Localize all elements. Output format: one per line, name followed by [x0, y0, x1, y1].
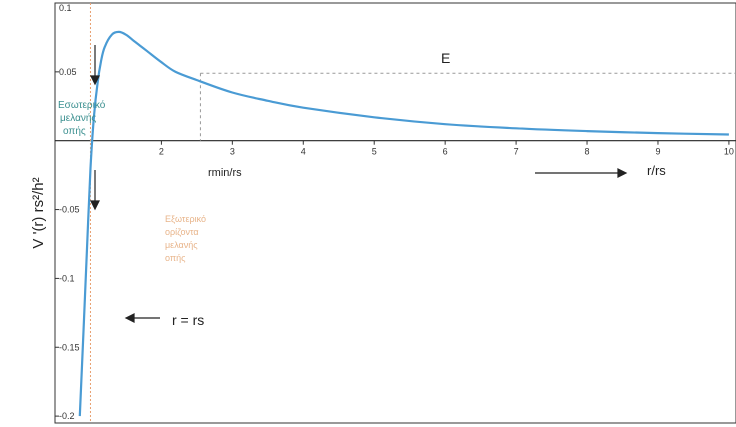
x-axis-label: r/rs — [647, 163, 666, 178]
outside-text-line: ορίζοντα — [165, 227, 199, 237]
y-tick-label: 0.05 — [59, 67, 77, 77]
potential-derivative-curve — [78, 30, 729, 417]
y-tick-label: 0.1 — [59, 3, 72, 13]
r-equals-rs-label: r = rs — [172, 312, 204, 328]
inside-text-line: Εσωτερικό — [58, 99, 106, 111]
x-tick-label: 3 — [230, 147, 235, 157]
y-tick-label: -0.1 — [59, 273, 75, 283]
x-tick-label: 5 — [372, 147, 377, 157]
x-tick-label: 2 — [159, 147, 164, 157]
right-arrow-icon — [535, 168, 628, 178]
y-axis-ticks: 0.1 0.05 -0.05 -0.1 -0.15 -0.2 — [55, 2, 80, 421]
outside-horizon-annotation: Εξωτερικό ορίζοντα μελανής οπής — [165, 214, 206, 263]
outside-text-line: οπής — [165, 253, 186, 263]
y-axis-label: V '(r) rs²/h² — [30, 177, 47, 248]
down-arrow-icon — [90, 45, 100, 86]
inside-text-line: μελανής — [60, 112, 96, 124]
y-tick-label: -0.05 — [59, 205, 80, 215]
outside-text-line: μελανής — [165, 240, 198, 250]
plot-area — [54, 2, 736, 424]
left-arrow-icon — [124, 313, 160, 323]
inside-text-line: οπής — [63, 125, 86, 137]
y-tick-label: -0.2 — [59, 411, 75, 421]
x-tick-label: 8 — [585, 147, 590, 157]
outside-text-line: Εξωτερικό — [165, 214, 206, 224]
x-tick-label: 4 — [301, 147, 306, 157]
x-tick-label: 10 — [724, 147, 734, 157]
x-tick-label: 9 — [655, 147, 660, 157]
rmin-label: rmin/rs — [208, 167, 242, 179]
down-arrow-icon — [90, 170, 100, 211]
x-axis-ticks: 2 3 4 5 6 7 8 9 10 — [159, 140, 734, 157]
energy-label: E — [441, 50, 450, 66]
y-tick-label: -0.15 — [59, 342, 80, 352]
x-tick-label: 6 — [443, 147, 448, 157]
inside-horizon-annotation: Εσωτερικό μελανής οπής — [58, 99, 106, 137]
x-tick-label: 7 — [514, 147, 519, 157]
